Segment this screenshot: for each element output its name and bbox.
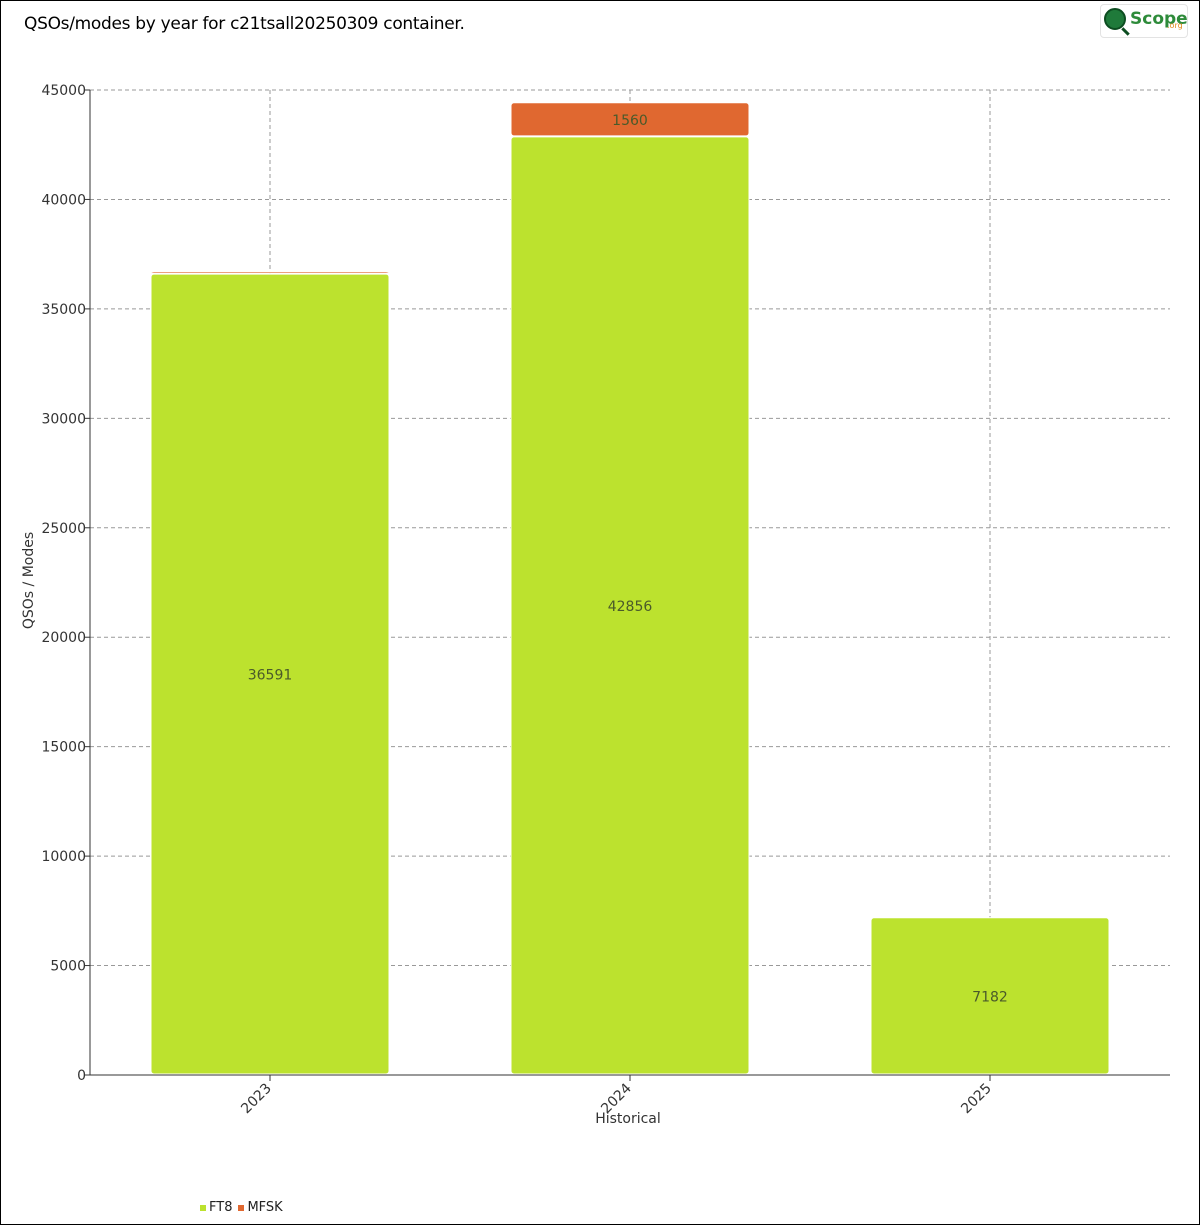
y-tick-label: 0 <box>77 1068 86 1084</box>
legend-label-mfsk: MFSK <box>247 1200 283 1215</box>
y-tick-label: 5000 <box>50 959 86 975</box>
legend-label-ft8: FT8 <box>209 1200 233 1215</box>
data-label: 7182 <box>972 989 1008 1005</box>
data-label: 36591 <box>248 668 293 684</box>
y-tick-label: 25000 <box>41 521 86 537</box>
y-tick-label: 15000 <box>41 740 86 756</box>
qscope-logo[interactable]: Scope .org <box>1100 4 1188 38</box>
y-axis-title: QSOs / Modes <box>21 532 37 629</box>
legend-swatch-ft8 <box>200 1204 206 1211</box>
legend-swatch-mfsk <box>238 1204 245 1211</box>
magnifier-q-icon <box>1104 8 1126 30</box>
bar-ft8-2025 <box>870 917 1110 1075</box>
x-tick-label: 2025 <box>958 1081 995 1118</box>
y-tick-label: 30000 <box>41 411 86 427</box>
x-axis-title: Historical <box>595 1111 661 1127</box>
bar-ft8-2024 <box>510 136 750 1075</box>
chart-title: QSOs/modes by year for c21tsall20250309 … <box>24 14 465 34</box>
y-tick-label: 35000 <box>41 302 86 318</box>
logo-text: Scope <box>1130 9 1188 29</box>
bar-mfsk-2024 <box>510 102 750 137</box>
data-label: 1560 <box>612 113 648 129</box>
y-tick-label: 10000 <box>41 849 86 865</box>
bar-mfsk-2023 <box>150 270 390 274</box>
bar-ft8-2023 <box>150 273 390 1075</box>
x-tick-label: 2023 <box>238 1081 275 1118</box>
data-label: 42856 <box>608 599 653 615</box>
logo-suffix: .org <box>1167 21 1183 30</box>
y-tick-label: 20000 <box>41 630 86 646</box>
legend: FT8 MFSK <box>200 1200 283 1215</box>
legend-item-ft8[interactable]: FT8 <box>200 1200 232 1215</box>
y-tick-label: 45000 <box>41 83 86 99</box>
y-tick-label: 40000 <box>41 192 86 208</box>
legend-item-mfsk[interactable]: MFSK <box>238 1200 283 1215</box>
